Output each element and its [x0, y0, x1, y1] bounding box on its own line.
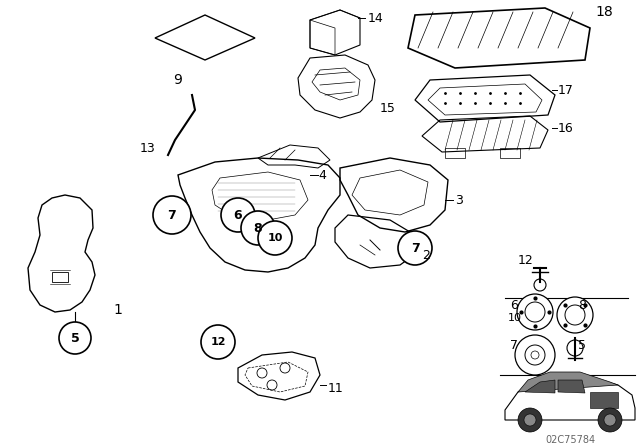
Circle shape	[525, 302, 545, 322]
Text: 6: 6	[234, 208, 243, 221]
Polygon shape	[558, 380, 585, 393]
Text: 11: 11	[328, 382, 344, 395]
Text: 15: 15	[380, 102, 396, 115]
Text: 5: 5	[70, 332, 79, 345]
Text: 17: 17	[558, 83, 574, 96]
Text: 12: 12	[211, 337, 226, 347]
Text: 2: 2	[422, 249, 430, 262]
Text: 9: 9	[173, 73, 182, 87]
Text: 8: 8	[253, 221, 262, 234]
Text: 02C75784: 02C75784	[545, 435, 595, 445]
Circle shape	[598, 408, 622, 432]
Text: 5: 5	[578, 339, 586, 352]
Text: 10: 10	[508, 313, 522, 323]
Circle shape	[524, 414, 536, 426]
Polygon shape	[525, 380, 555, 393]
Circle shape	[517, 294, 553, 330]
Circle shape	[153, 196, 191, 234]
Text: 7: 7	[510, 339, 518, 352]
Text: 3: 3	[455, 194, 463, 207]
Text: 8: 8	[578, 298, 586, 311]
Text: 7: 7	[411, 241, 419, 254]
Text: 14: 14	[368, 12, 384, 25]
Circle shape	[241, 211, 275, 245]
Circle shape	[518, 408, 542, 432]
Text: 13: 13	[140, 142, 155, 155]
Text: 18: 18	[595, 5, 612, 19]
Circle shape	[565, 305, 585, 325]
Circle shape	[515, 335, 555, 375]
Polygon shape	[590, 392, 618, 408]
Text: 12: 12	[518, 254, 534, 267]
Circle shape	[201, 325, 235, 359]
Polygon shape	[518, 372, 618, 392]
Text: 7: 7	[168, 208, 177, 221]
Circle shape	[221, 198, 255, 232]
Circle shape	[557, 297, 593, 333]
Circle shape	[398, 231, 432, 265]
Circle shape	[604, 414, 616, 426]
Text: 10: 10	[268, 233, 283, 243]
Text: 1: 1	[113, 303, 122, 317]
Circle shape	[59, 322, 91, 354]
Text: 16: 16	[558, 121, 573, 134]
Text: 4: 4	[318, 168, 326, 181]
Circle shape	[258, 221, 292, 255]
Text: 6: 6	[510, 298, 518, 311]
Circle shape	[525, 345, 545, 365]
